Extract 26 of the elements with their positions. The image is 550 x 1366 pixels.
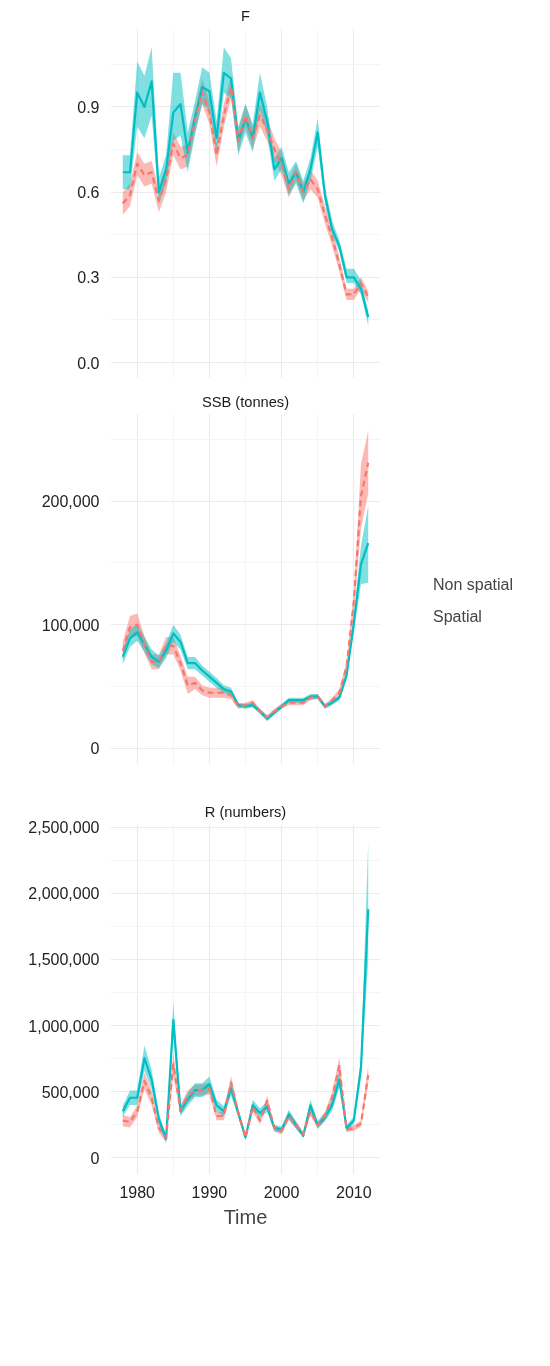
y-tick-label: 100,000 [41,616,100,634]
chart-title: SSB (tonnes) [201,393,290,410]
y-tick-label: 1,500,000 [28,951,100,969]
y-tick-label: 0 [90,1149,100,1167]
y-tick-label: 0.9 [77,98,100,116]
x-tick-label: 1980 [119,1183,156,1201]
chart-title: R (numbers) [204,803,287,820]
y-tick-label: 0.3 [77,269,100,287]
chart-title: F [241,7,251,24]
line-series [121,542,370,720]
x-tick-label: 2010 [335,1183,372,1201]
text: Non spatial [433,576,514,594]
y-tick-label: 200,000 [41,493,100,511]
y-tick-label: 500,000 [41,1083,100,1101]
y-tick-label: 0.6 [77,184,100,202]
y-tick-label: 2,500,000 [28,819,100,837]
y-tick-label: 1,000,000 [28,1017,100,1035]
x-tick-label: 2000 [263,1183,300,1201]
x-tick-label: 1990 [191,1183,228,1201]
y-tick-label: 0 [90,740,100,758]
y-tick-label: 0.0 [77,354,100,372]
line-series [121,908,370,1140]
x-axis-title: Time [223,1205,268,1228]
line-series [121,1063,370,1139]
y-tick-label: 2,000,000 [28,885,100,903]
text: Spatial [433,608,482,626]
